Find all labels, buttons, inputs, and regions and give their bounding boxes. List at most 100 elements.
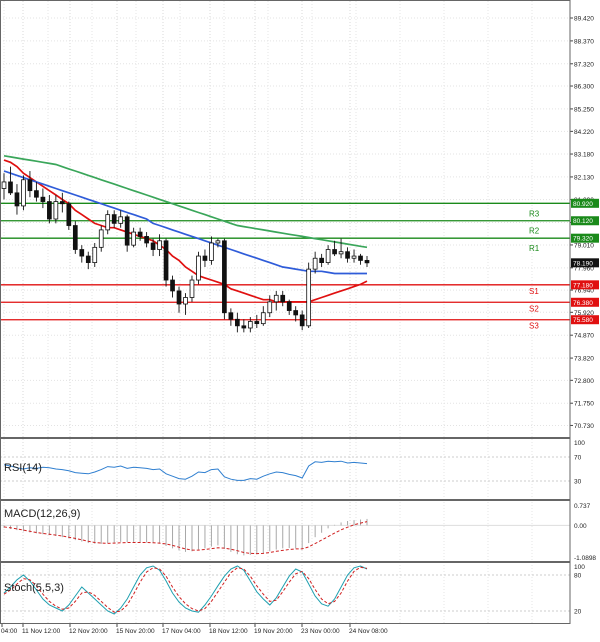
macd-histogram-bar <box>262 525 264 554</box>
candle-body <box>47 201 52 220</box>
candle <box>124 214 130 252</box>
candle-body <box>72 225 78 250</box>
candle <box>105 210 111 235</box>
level-label-r2: R2 <box>529 227 540 236</box>
candle <box>196 251 201 285</box>
candle-body <box>111 214 117 224</box>
candle-body <box>351 255 357 259</box>
candle-body <box>118 216 124 224</box>
candle-body <box>131 231 136 246</box>
macd-histogram-bar <box>197 525 199 550</box>
macd-plot <box>3 518 368 556</box>
rsi-line <box>3 460 368 481</box>
macd-histogram-bar <box>165 525 167 546</box>
candle <box>325 245 331 265</box>
price-plot <box>0 154 570 333</box>
grid <box>0 1 570 623</box>
candle-body <box>14 192 20 207</box>
macd-histogram-bar <box>159 525 161 544</box>
macd-histogram-bar <box>308 525 310 544</box>
candle <box>137 227 143 241</box>
candle <box>40 188 46 209</box>
level-label-s1: S1 <box>529 287 539 296</box>
level-tag-box <box>571 280 599 290</box>
macd-histogram-bar <box>217 525 219 546</box>
macd-histogram-bar <box>16 525 18 531</box>
moving-average-0 <box>3 159 368 303</box>
level-tag-box <box>571 315 599 325</box>
macd-signal-line <box>3 521 368 555</box>
y-tick-label: 82.130 <box>574 174 594 181</box>
macd-histogram-bar <box>340 522 342 526</box>
level-tag: 80.120 <box>573 218 593 225</box>
macd-tick-label: 0.737 <box>574 503 591 510</box>
y-tick-label: 86.300 <box>574 84 594 91</box>
candle-body <box>332 249 337 255</box>
candle <box>176 286 182 313</box>
candle-body <box>34 190 39 198</box>
stoch-title: Stoch(5,5,3) <box>4 582 64 594</box>
candle <box>312 251 318 274</box>
level-tag: 76.380 <box>573 300 593 307</box>
candle-body <box>40 196 46 202</box>
candle-body <box>222 240 227 314</box>
last-price-tag-box <box>571 258 599 268</box>
candle <box>299 310 305 331</box>
level-tag-box <box>571 216 599 226</box>
x-tick-label: 23 Nov 00:00 <box>301 628 340 635</box>
candle-body <box>358 255 363 261</box>
candle-body <box>66 203 72 226</box>
chart-marks <box>0 154 570 615</box>
macd-histogram-bar <box>133 525 135 542</box>
candle <box>170 275 175 298</box>
macd-histogram-bar <box>249 525 251 555</box>
candle-body <box>79 249 85 257</box>
level-tag-box <box>571 297 599 307</box>
candle <box>332 240 337 257</box>
rsi-tick-label: 70 <box>574 455 582 462</box>
candle-body <box>170 279 175 292</box>
candle <box>358 253 363 265</box>
y-tick-label: 76.940 <box>574 288 594 295</box>
candle-body <box>241 325 247 329</box>
macd-histogram-bar <box>126 525 128 543</box>
macd-histogram-bar <box>178 525 180 551</box>
macd-histogram-bar <box>61 525 63 538</box>
candle <box>280 290 286 307</box>
x-tick-label: 11 Nov 12:00 <box>22 628 61 635</box>
level-label-s3: S3 <box>529 322 539 331</box>
candle <box>319 253 324 267</box>
candle-body <box>157 240 162 250</box>
y-tick-label: 88.370 <box>574 38 594 45</box>
panel-frame-macd <box>0 500 571 562</box>
candle <box>1 173 7 200</box>
macd-histogram-bar <box>120 525 122 542</box>
candle-body <box>215 240 221 244</box>
x-tick-label: 18 Nov 12:00 <box>209 628 248 635</box>
candle-body <box>92 246 98 263</box>
x-tick-label: 04:00 <box>1 628 18 635</box>
level-tag: 80.920 <box>573 201 593 208</box>
candle <box>293 306 299 322</box>
candle <box>338 238 344 259</box>
y-tick-label: 75.920 <box>574 310 594 317</box>
macd-histogram-bar <box>314 525 316 538</box>
y-tick-label: 73.820 <box>574 356 594 363</box>
candle <box>111 210 117 228</box>
macd-histogram-bar <box>113 525 115 543</box>
level-label-s2: S2 <box>529 304 539 313</box>
candle <box>27 171 33 198</box>
candle <box>34 181 39 202</box>
candle-body <box>137 231 143 237</box>
candle-body <box>98 229 104 248</box>
candle-body <box>27 179 33 192</box>
level-tag: 77.180 <box>573 282 593 289</box>
candle <box>189 275 195 302</box>
candle-body <box>144 236 149 244</box>
macd-histogram-bar <box>68 525 70 539</box>
candle-body <box>8 181 13 194</box>
candle <box>21 175 26 211</box>
candle <box>144 232 149 248</box>
